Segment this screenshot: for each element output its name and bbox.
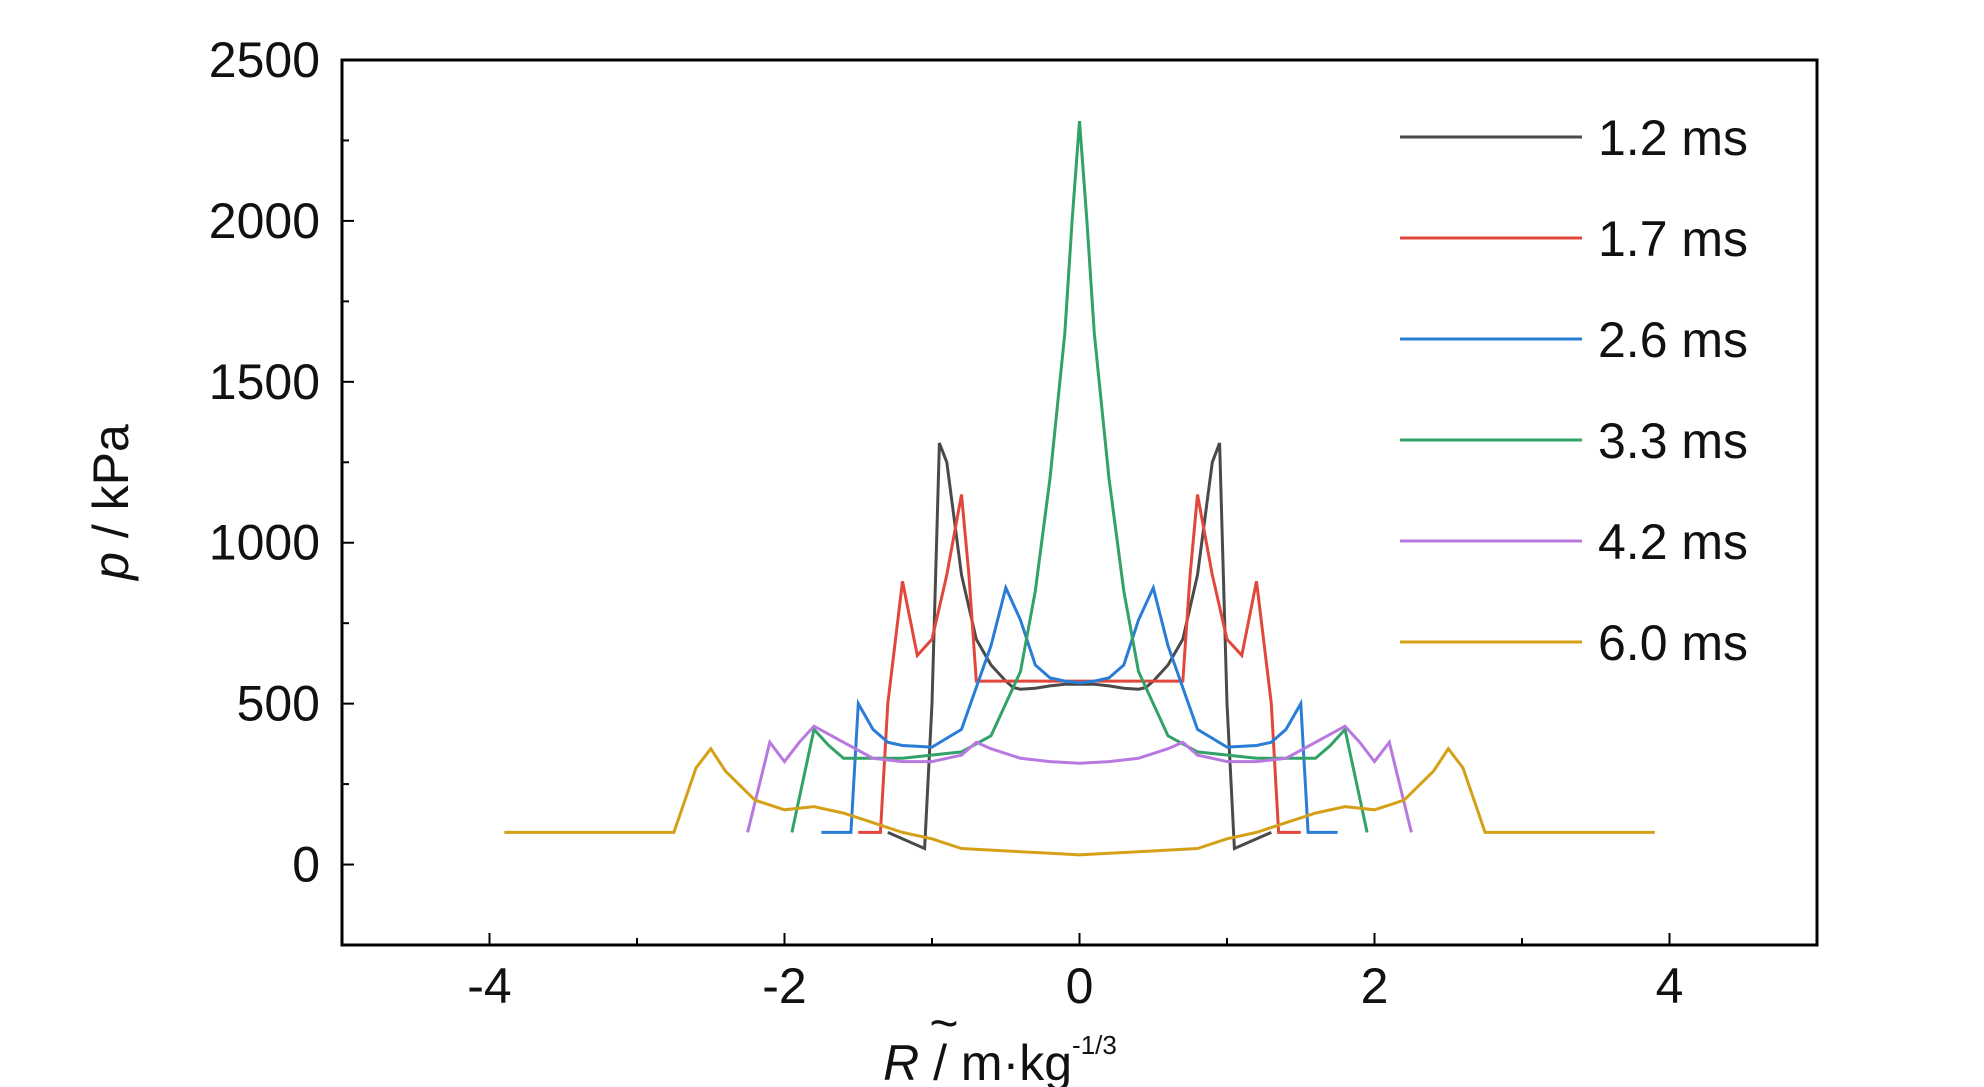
series-layer [504, 120, 1655, 857]
x-tick-label: -4 [467, 958, 511, 1014]
series-line-1-7-ms [858, 494, 1301, 834]
x-tick-label: 0 [1066, 958, 1094, 1014]
x-axis-unit: / m·kg [919, 1035, 1072, 1087]
y-tick-label: 2000 [209, 193, 320, 249]
legend-label: 1.2 ms [1598, 110, 1748, 166]
x-axis-symbol: R [883, 1035, 919, 1087]
x-axis-title: ~ R / m·kg-1/3 [883, 995, 1117, 1087]
y-tick-label: 1000 [209, 515, 320, 571]
series-line-4-2-ms [746, 724, 1413, 833]
x-tick-label: -2 [762, 958, 806, 1014]
series-line-6-0-ms [504, 746, 1655, 857]
series-line-2-6-ms [821, 583, 1338, 834]
series-line-3-3-ms [790, 120, 1369, 833]
x-axis-label: R / m·kg-1/3 [883, 1030, 1117, 1087]
legend-label: 6.0 ms [1598, 615, 1748, 671]
x-tick-label: 2 [1361, 958, 1389, 1014]
legend: 1.2 ms 1.7 ms 2.6 ms 3.3 ms 4.2 ms 6.0 ms [1400, 110, 1748, 671]
legend-label: 4.2 ms [1598, 514, 1748, 570]
y-tick-label: 0 [292, 837, 320, 893]
x-axis-ticks: -4 -2 0 2 4 [467, 933, 1683, 1014]
y-axis-unit: / kPa [83, 424, 139, 552]
x-axis-tilde-mark: ~ [929, 995, 958, 1051]
series-line-1-2-ms [887, 442, 1272, 851]
y-tick-label: 1500 [209, 354, 320, 410]
legend-label: 3.3 ms [1598, 413, 1748, 469]
y-tick-label: 500 [237, 676, 320, 732]
legend-label: 1.7 ms [1598, 211, 1748, 267]
x-tick-label: 4 [1656, 958, 1684, 1014]
y-axis-title: p / kPa [83, 424, 139, 582]
x-axis-exponent: -1/3 [1072, 1030, 1117, 1060]
plot-frame [340, 58, 1819, 947]
y-axis-ticks: 0 500 1000 1500 2000 2500 [209, 32, 354, 946]
legend-label: 2.6 ms [1598, 312, 1748, 368]
y-axis-symbol: p [83, 552, 139, 582]
y-tick-label: 2500 [209, 32, 320, 88]
